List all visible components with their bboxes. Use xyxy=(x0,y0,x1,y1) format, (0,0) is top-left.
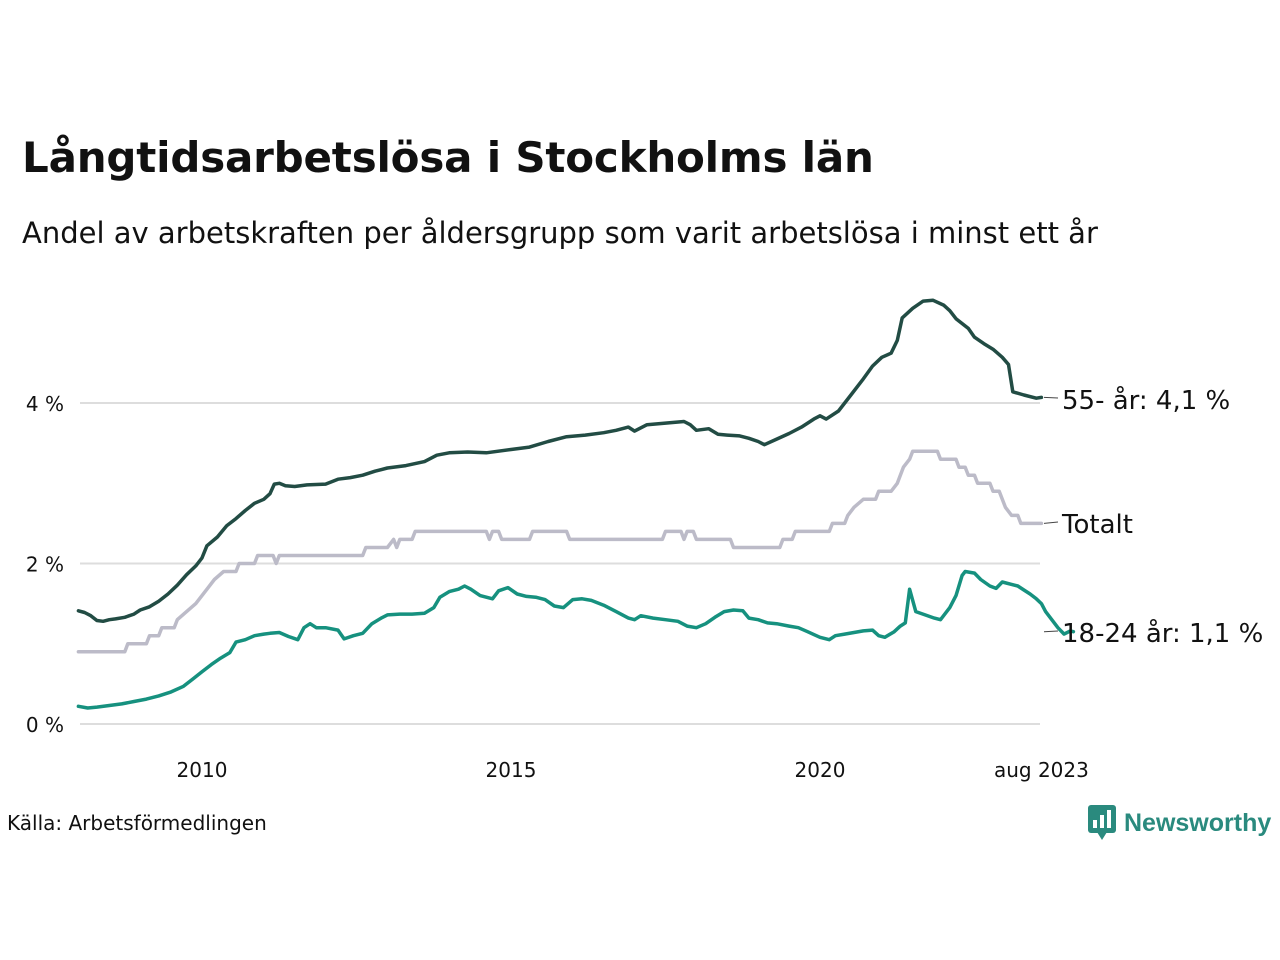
series-line-18-24-r xyxy=(76,569,1076,710)
x-tick-label: 2020 xyxy=(795,758,846,782)
grid-lines xyxy=(80,402,1040,725)
series-end-label: 55- år: 4,1 % xyxy=(1062,385,1230,416)
x-tick-label: 2015 xyxy=(486,758,537,782)
y-tick-label: 2 % xyxy=(26,553,64,577)
label-connector xyxy=(1043,630,1059,633)
series-end-label: Totalt xyxy=(1061,510,1133,540)
chart-title: Långtidsarbetslösa i Stockholms län xyxy=(22,133,874,182)
label-connector xyxy=(1043,396,1059,399)
label-connector xyxy=(1043,521,1059,524)
x-axis-tick-labels: 2010 2015 2020 aug 2023 xyxy=(177,758,1089,782)
series-end-labels: 55- år: 4,1 % Totalt 18-24 år: 1,1 % xyxy=(1043,385,1263,649)
series-end-label: 18-24 år: 1,1 % xyxy=(1062,618,1263,649)
brand-name: Newsworthy xyxy=(1124,808,1272,837)
y-tick-label: 4 % xyxy=(26,392,64,416)
source-note: Källa: Arbetsförmedlingen xyxy=(7,811,267,835)
x-tick-label: 2010 xyxy=(177,758,228,782)
series-line-55-r xyxy=(76,298,1044,624)
series-lines xyxy=(76,298,1076,710)
chart-subtitle: Andel av arbetskraften per åldersgrupp s… xyxy=(22,216,1098,250)
bar-chart-speech-bubble-icon xyxy=(1088,805,1116,840)
brand-logo[interactable]: Newsworthy xyxy=(1088,803,1271,843)
y-axis-tick-labels: 0 % 2 % 4 % xyxy=(26,392,64,737)
y-tick-label: 0 % xyxy=(26,713,64,737)
x-tick-label: aug 2023 xyxy=(994,758,1089,782)
series-line-totalt xyxy=(76,449,1044,654)
